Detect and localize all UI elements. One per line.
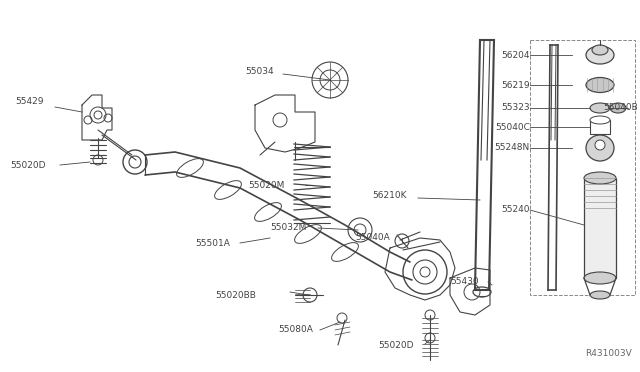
Ellipse shape xyxy=(590,116,610,124)
Text: 55040B: 55040B xyxy=(604,103,638,112)
Text: 55020D: 55020D xyxy=(378,340,413,350)
Text: 55248N: 55248N xyxy=(495,144,530,153)
Text: 56210K: 56210K xyxy=(372,190,406,199)
Text: 55429: 55429 xyxy=(15,97,44,106)
Text: 55323: 55323 xyxy=(501,103,530,112)
Text: 56219: 56219 xyxy=(501,80,530,90)
Text: 55020M: 55020M xyxy=(248,180,284,189)
Text: R431003V: R431003V xyxy=(585,349,632,358)
Text: 55034: 55034 xyxy=(245,67,274,77)
Text: 55040A: 55040A xyxy=(355,234,390,243)
Ellipse shape xyxy=(586,135,614,161)
Ellipse shape xyxy=(610,103,626,113)
Text: 55240: 55240 xyxy=(502,205,530,215)
Ellipse shape xyxy=(584,172,616,184)
Text: 56204: 56204 xyxy=(502,51,530,60)
Ellipse shape xyxy=(586,77,614,93)
Text: 55430: 55430 xyxy=(450,278,479,286)
Text: 55032M: 55032M xyxy=(270,224,307,232)
Circle shape xyxy=(595,140,605,150)
Ellipse shape xyxy=(592,45,608,55)
Bar xyxy=(530,40,635,295)
Bar xyxy=(584,178,616,278)
Text: 55501A: 55501A xyxy=(195,238,230,247)
Text: 55040C: 55040C xyxy=(495,122,530,131)
Ellipse shape xyxy=(586,46,614,64)
Ellipse shape xyxy=(584,272,616,284)
Text: 55020D: 55020D xyxy=(10,160,45,170)
Bar xyxy=(590,120,610,134)
Ellipse shape xyxy=(590,103,610,113)
Text: 55020BB: 55020BB xyxy=(215,291,256,299)
Ellipse shape xyxy=(590,291,610,299)
Text: 55080A: 55080A xyxy=(278,326,313,334)
